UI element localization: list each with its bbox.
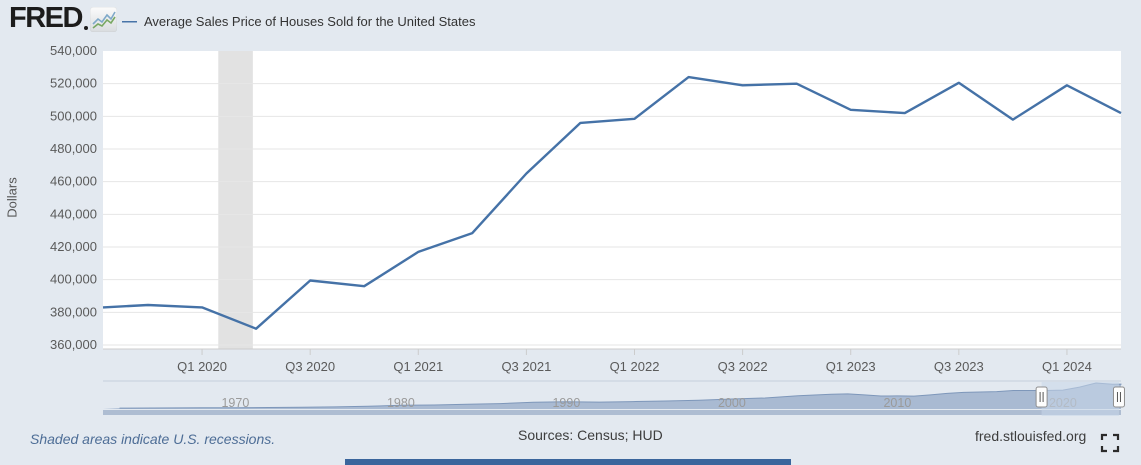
fred-logo-chart-icon — [90, 7, 117, 32]
y-tick-label: 360,000 — [50, 337, 97, 352]
x-tick-label: Q1 2022 — [610, 359, 660, 374]
x-tick-label: Q3 2023 — [934, 359, 984, 374]
decade-label: 1980 — [387, 396, 415, 410]
minimap-handle-left[interactable] — [1035, 386, 1048, 408]
y-tick-label: 380,000 — [50, 304, 97, 319]
series-legend: — Average Sales Price of Houses Sold for… — [122, 13, 475, 30]
y-tick-label: 420,000 — [50, 239, 97, 254]
legend-series-label: Average Sales Price of Houses Sold for t… — [144, 14, 476, 29]
decade-label: 1970 — [221, 396, 249, 410]
y-tick-label: 480,000 — [50, 141, 97, 156]
minimap-line — [119, 382, 1122, 409]
registered-mark-dot — [84, 26, 88, 30]
minimap-selection[interactable] — [1041, 382, 1119, 416]
y-axis-title: Dollars — [4, 177, 20, 218]
decade-label: 1990 — [552, 396, 580, 410]
minimap-handle-right[interactable] — [1112, 386, 1125, 408]
x-tick-label: Q1 2020 — [177, 359, 227, 374]
fullscreen-button[interactable] — [1100, 433, 1120, 453]
legend-line-swatch: — — [122, 13, 137, 30]
fred-logo[interactable]: FRED — [9, 2, 83, 34]
x-tick-label: Q3 2022 — [718, 359, 768, 374]
chart-header: FRED — Average Sales Price of Houses Sol… — [0, 0, 1141, 40]
y-tick-label: 400,000 — [50, 272, 97, 287]
sources-text: Sources: Census; HUD — [518, 427, 663, 443]
x-tick-label: Q1 2024 — [1042, 359, 1092, 374]
minimap-track[interactable] — [103, 410, 1121, 415]
y-tick-label: 460,000 — [50, 174, 97, 189]
recession-note: Shaded areas indicate U.S. recessions. — [30, 431, 276, 447]
x-tick-label: Q3 2021 — [501, 359, 551, 374]
y-tick-label: 440,000 — [50, 206, 97, 221]
minimap-area[interactable] — [103, 383, 1121, 409]
x-tick-label: Q1 2023 — [826, 359, 876, 374]
y-tick-label: 500,000 — [50, 108, 97, 123]
plot-area[interactable] — [103, 51, 1121, 349]
bottom-overlay-bar — [345, 459, 791, 465]
price-line — [102, 75, 1122, 330]
y-tick-label: 520,000 — [50, 76, 97, 91]
fred-site-link[interactable]: fred.stlouisfed.org — [975, 428, 1087, 444]
decade-label: 2010 — [883, 396, 911, 410]
y-tick-label: 540,000 — [50, 43, 97, 58]
x-tick-label: Q3 2020 — [285, 359, 335, 374]
recession-shading — [218, 51, 253, 349]
x-tick-label: Q1 2021 — [393, 359, 443, 374]
decade-label: 2000 — [718, 396, 746, 410]
